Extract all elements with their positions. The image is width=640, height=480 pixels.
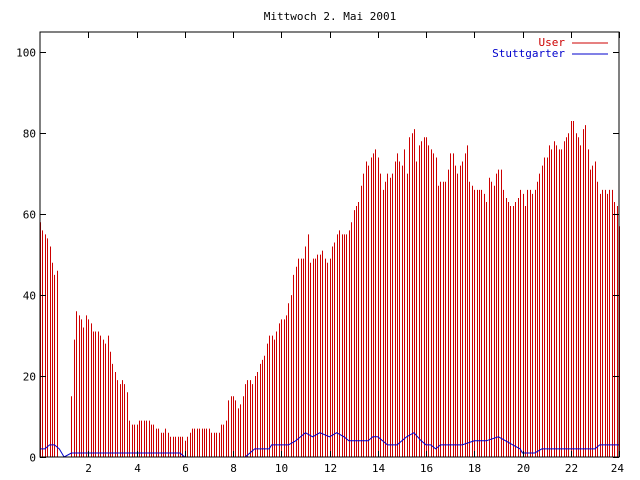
y-axis-labels: 0 20 40 60 80 100 bbox=[16, 47, 36, 465]
stuttgarter-line bbox=[40, 432, 619, 458]
chart-title: Mittwoch 2. Mai 2001 bbox=[264, 10, 396, 23]
xtick-label-16: 16 bbox=[420, 462, 433, 475]
xtick-label-24: 24 bbox=[611, 462, 625, 475]
xtick-label-20: 20 bbox=[517, 462, 530, 475]
plot-border bbox=[39, 31, 620, 458]
ytick-label-40: 40 bbox=[23, 290, 36, 303]
xtick-label-6: 6 bbox=[182, 462, 189, 475]
xtick-label-22: 22 bbox=[565, 462, 578, 475]
ytick-label-80: 80 bbox=[23, 128, 36, 141]
xtick-label-4: 4 bbox=[134, 462, 141, 475]
xtick-label-2: 2 bbox=[85, 462, 92, 475]
x-axis-labels: 2 4 6 8 10 12 14 16 18 20 22 24 bbox=[85, 462, 624, 475]
ytick-label-20: 20 bbox=[23, 371, 36, 384]
axis-ticks bbox=[40, 32, 620, 458]
xtick-label-10: 10 bbox=[275, 462, 288, 475]
legend-label-stuttgarter: Stuttgarter bbox=[492, 47, 565, 60]
ytick-label-60: 60 bbox=[23, 209, 36, 222]
ytick-label-0: 0 bbox=[29, 452, 36, 465]
ytick-label-100: 100 bbox=[16, 47, 36, 60]
legend: User Stuttgarter bbox=[492, 36, 608, 60]
xtick-label-12: 12 bbox=[324, 462, 337, 475]
user-impulses bbox=[40, 121, 620, 457]
xtick-label-8: 8 bbox=[230, 462, 237, 475]
xtick-label-14: 14 bbox=[372, 462, 386, 475]
xtick-label-18: 18 bbox=[468, 462, 481, 475]
legend-label-user: User bbox=[539, 36, 566, 49]
